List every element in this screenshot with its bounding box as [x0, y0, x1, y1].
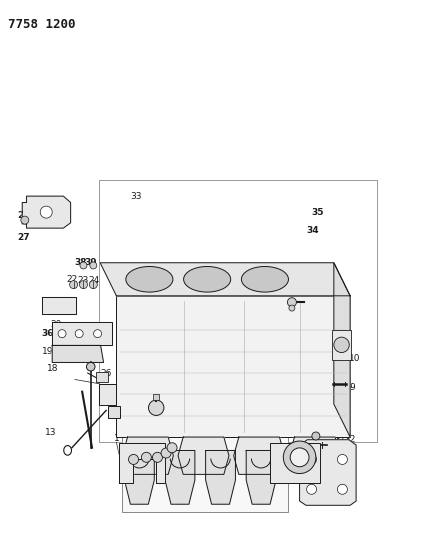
Polygon shape: [99, 384, 116, 405]
Circle shape: [289, 305, 295, 311]
Text: 7: 7: [262, 433, 268, 441]
Text: 8: 8: [202, 399, 208, 408]
Text: 2: 2: [138, 466, 144, 475]
Text: 1: 1: [113, 434, 119, 442]
Circle shape: [70, 280, 77, 289]
Text: 10: 10: [349, 354, 360, 362]
Text: 37: 37: [143, 400, 155, 408]
Text: 20: 20: [50, 320, 61, 328]
Text: 36: 36: [42, 329, 54, 337]
Polygon shape: [22, 196, 71, 228]
Polygon shape: [122, 437, 173, 474]
Ellipse shape: [126, 266, 173, 292]
Text: 35: 35: [311, 208, 324, 216]
Polygon shape: [246, 450, 276, 504]
Text: 11: 11: [321, 341, 332, 349]
Polygon shape: [289, 437, 340, 474]
Circle shape: [283, 441, 316, 474]
Bar: [99, 180, 377, 442]
Circle shape: [290, 448, 309, 467]
Polygon shape: [205, 450, 235, 504]
Text: 30: 30: [302, 467, 313, 475]
Text: 21: 21: [42, 298, 54, 307]
Text: 9: 9: [349, 383, 355, 392]
Text: 14: 14: [131, 357, 142, 366]
Text: 18: 18: [47, 365, 58, 373]
Ellipse shape: [241, 266, 288, 292]
Text: 13: 13: [45, 429, 56, 437]
Circle shape: [40, 206, 52, 218]
Text: 23: 23: [78, 276, 89, 285]
Circle shape: [287, 298, 297, 306]
Text: 24: 24: [89, 276, 100, 285]
Text: 17: 17: [300, 293, 312, 302]
Bar: [122, 437, 288, 512]
Text: 4: 4: [161, 469, 167, 477]
Text: 27: 27: [17, 233, 30, 241]
Polygon shape: [52, 345, 104, 362]
Text: 22: 22: [66, 275, 77, 284]
Polygon shape: [300, 440, 356, 505]
Text: 5: 5: [167, 463, 173, 471]
Text: 16: 16: [128, 317, 139, 325]
Circle shape: [58, 329, 66, 338]
Circle shape: [80, 280, 87, 289]
Text: 7758 1200: 7758 1200: [8, 18, 75, 31]
Text: 39: 39: [84, 258, 97, 266]
Text: 34: 34: [306, 226, 319, 235]
Circle shape: [337, 455, 348, 464]
Polygon shape: [125, 450, 154, 504]
Polygon shape: [178, 437, 229, 474]
Polygon shape: [119, 443, 165, 483]
Bar: [116, 296, 350, 437]
Circle shape: [80, 262, 87, 269]
Polygon shape: [42, 297, 76, 314]
Ellipse shape: [184, 266, 231, 292]
Polygon shape: [165, 450, 195, 504]
Circle shape: [128, 455, 139, 464]
Circle shape: [141, 453, 152, 462]
Bar: [270, 443, 320, 483]
Text: 31: 31: [335, 435, 346, 444]
Circle shape: [21, 216, 29, 224]
Bar: [108, 406, 120, 418]
Text: 29: 29: [292, 467, 303, 475]
Text: 25: 25: [116, 406, 128, 415]
Text: 28: 28: [17, 212, 30, 220]
Circle shape: [337, 484, 348, 494]
Circle shape: [312, 432, 320, 440]
Circle shape: [306, 484, 317, 494]
Bar: [153, 394, 159, 400]
Circle shape: [75, 329, 83, 338]
Circle shape: [90, 262, 97, 269]
Polygon shape: [334, 263, 350, 437]
Circle shape: [161, 448, 171, 458]
Polygon shape: [234, 437, 285, 474]
Polygon shape: [52, 322, 112, 345]
Polygon shape: [100, 263, 350, 296]
Text: 38: 38: [74, 258, 87, 266]
Text: 15: 15: [131, 346, 142, 355]
Circle shape: [94, 329, 101, 338]
Text: 6: 6: [172, 456, 178, 464]
Circle shape: [89, 280, 97, 289]
Text: 3: 3: [150, 469, 156, 477]
Circle shape: [334, 337, 349, 352]
Circle shape: [167, 443, 177, 453]
Text: 26: 26: [101, 369, 112, 377]
Bar: [96, 372, 108, 382]
Text: 32: 32: [345, 435, 356, 444]
Text: 33: 33: [131, 192, 142, 200]
Circle shape: [306, 455, 317, 464]
Circle shape: [149, 400, 164, 415]
Text: 12: 12: [333, 336, 344, 344]
Bar: [332, 330, 351, 360]
Circle shape: [86, 362, 95, 371]
Circle shape: [152, 453, 163, 462]
Text: 19: 19: [42, 348, 54, 356]
